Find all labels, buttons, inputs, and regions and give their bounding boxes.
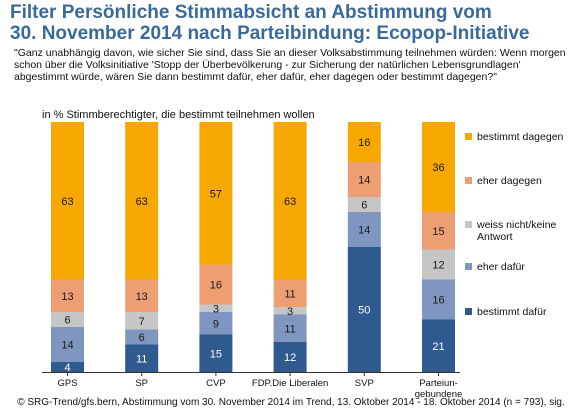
- data-label-bestimmt_dagegen-5: 36: [432, 162, 444, 174]
- legend-swatch-eher_dafuer: [465, 263, 472, 270]
- legend-swatch-bestimmt_dagegen: [465, 133, 472, 140]
- data-label-eher_dagegen-3: 11: [284, 288, 295, 300]
- bar-segment-eher_dagegen-3: [273, 279, 307, 307]
- data-label-bestimmt_dagegen-1: 63: [136, 196, 148, 208]
- bar-segment-bestimmt_dagegen-1: [125, 122, 159, 280]
- bar-segment-eher_dagegen-0: [51, 279, 84, 312]
- page-title: Filter Persönliche Stimmabsicht an Absti…: [10, 2, 576, 44]
- bar-segment-weiss_nicht-3: [273, 307, 307, 315]
- bar-segment-weiss_nicht-2: [199, 304, 233, 312]
- bar-segment-bestimmt_dafuer-2: [199, 334, 233, 372]
- bar-segment-bestimmt_dafuer-0: [51, 362, 84, 372]
- category-label-2: CVP: [206, 378, 226, 389]
- bar-segment-bestimmt_dagegen-2: [199, 122, 233, 265]
- footer-source: © SRG-Trend/gfs.bern, Abstimmung vom 30.…: [17, 397, 565, 408]
- legend-label-bestimmt_dagegen: bestimmt dagegen: [477, 131, 564, 143]
- data-label-eher_dafuer-0: 14: [61, 340, 73, 352]
- category-label-3: FDP.Die Liberalen: [252, 378, 328, 389]
- bar-segment-bestimmt_dagegen-0: [51, 122, 84, 280]
- legend-label-weiss_nicht: weiss nicht/keine Antwort: [476, 219, 557, 243]
- data-label-weiss_nicht-0: 6: [64, 315, 70, 327]
- bar-segment-eher_dafuer-0: [51, 327, 84, 362]
- data-label-eher_dafuer-4: 14: [358, 225, 370, 237]
- data-label-eher_dafuer-2: 9: [213, 318, 219, 330]
- bar-segment-eher_dafuer-2: [199, 312, 233, 335]
- title-line-1: Filter Persönliche Stimmabsicht an Absti…: [10, 2, 492, 23]
- legend-label-eher_dagegen: eher dagegen: [477, 175, 542, 187]
- data-label-bestimmt_dafuer-5: 21: [432, 341, 444, 353]
- data-label-bestimmt_dafuer-0: 4: [64, 362, 70, 374]
- legend-swatch-weiss_nicht: [465, 221, 472, 228]
- bar-segment-bestimmt_dagegen-4: [347, 122, 381, 162]
- data-label-weiss_nicht-1: 7: [139, 316, 145, 328]
- bar-segment-weiss_nicht-5: [422, 249, 455, 280]
- bar-segment-eher_dafuer-3: [273, 314, 307, 342]
- bar-segment-bestimmt_dagegen-3: [273, 122, 307, 280]
- data-label-bestimmt_dagegen-4: 16: [358, 137, 370, 149]
- bar-segment-bestimmt_dagegen-5: [422, 122, 455, 212]
- data-label-eher_dafuer-3: 11: [284, 323, 295, 335]
- legend-swatch-bestimmt_dafuer: [465, 308, 472, 315]
- bar-segment-weiss_nicht-4: [347, 197, 381, 212]
- data-label-bestimmt_dagegen-2: 57: [210, 188, 222, 200]
- data-label-bestimmt_dafuer-3: 12: [284, 352, 296, 364]
- bar-segment-bestimmt_dafuer-3: [273, 342, 307, 372]
- data-label-weiss_nicht-4: 6: [361, 200, 367, 212]
- data-label-bestimmt_dafuer-1: 11: [136, 353, 147, 365]
- data-label-weiss_nicht-2: 3: [213, 303, 219, 315]
- data-label-bestimmt_dafuer-4: 50: [358, 305, 370, 317]
- bar-segment-eher_dagegen-2: [199, 264, 233, 305]
- bar-segment-eher_dafuer-5: [422, 279, 455, 320]
- data-label-eher_dafuer-5: 16: [432, 295, 444, 307]
- data-label-weiss_nicht-3: 3: [287, 306, 293, 318]
- title-line-2: 30. November 2014 nach Parteibindung: Ec…: [10, 23, 530, 44]
- data-label-eher_dagegen-0: 13: [61, 291, 73, 303]
- data-label-bestimmt_dagegen-3: 63: [284, 196, 296, 208]
- bar-segment-bestimmt_dafuer-5: [422, 319, 455, 372]
- category-label-4: SVP: [355, 378, 374, 389]
- bar-segment-eher_dagegen-5: [422, 212, 455, 250]
- category-label-1: SP: [135, 378, 148, 389]
- bar-segment-bestimmt_dafuer-1: [125, 344, 159, 372]
- data-label-eher_dagegen-1: 13: [136, 291, 148, 303]
- bar-segment-bestimmt_dafuer-4: [347, 247, 381, 372]
- bar-segment-weiss_nicht-0: [51, 312, 84, 327]
- bar-segment-eher_dafuer-1: [125, 329, 159, 345]
- legend-label-eher_dafuer: eher dafür: [477, 261, 525, 273]
- bar-segment-eher_dafuer-4: [347, 212, 381, 247]
- bar-segment-eher_dagegen-4: [347, 162, 381, 197]
- data-label-eher_dagegen-2: 16: [210, 280, 222, 292]
- data-label-eher_dagegen-5: 15: [432, 226, 444, 238]
- chart-subtitle: in % Stimmberechtigter, die bestimmt tei…: [42, 109, 315, 121]
- legend-label-bestimmt_dafuer: bestimmt dafür: [477, 306, 547, 318]
- data-label-eher_dagegen-4: 14: [358, 175, 370, 187]
- data-label-eher_dafuer-1: 6: [139, 332, 145, 344]
- category-label-0: GPS: [57, 378, 77, 389]
- question-text: "Ganz unabhängig davon, wie sicher Sie s…: [14, 47, 566, 83]
- data-label-weiss_nicht-5: 12: [432, 260, 444, 272]
- data-label-bestimmt_dagegen-0: 63: [61, 196, 73, 208]
- bar-segment-weiss_nicht-1: [125, 312, 159, 330]
- category-label-5: Parteiun-gebundene: [415, 378, 463, 400]
- data-label-bestimmt_dafuer-2: 15: [210, 348, 222, 360]
- legend-swatch-eher_dagegen: [465, 177, 472, 184]
- bar-segment-eher_dagegen-1: [125, 279, 159, 312]
